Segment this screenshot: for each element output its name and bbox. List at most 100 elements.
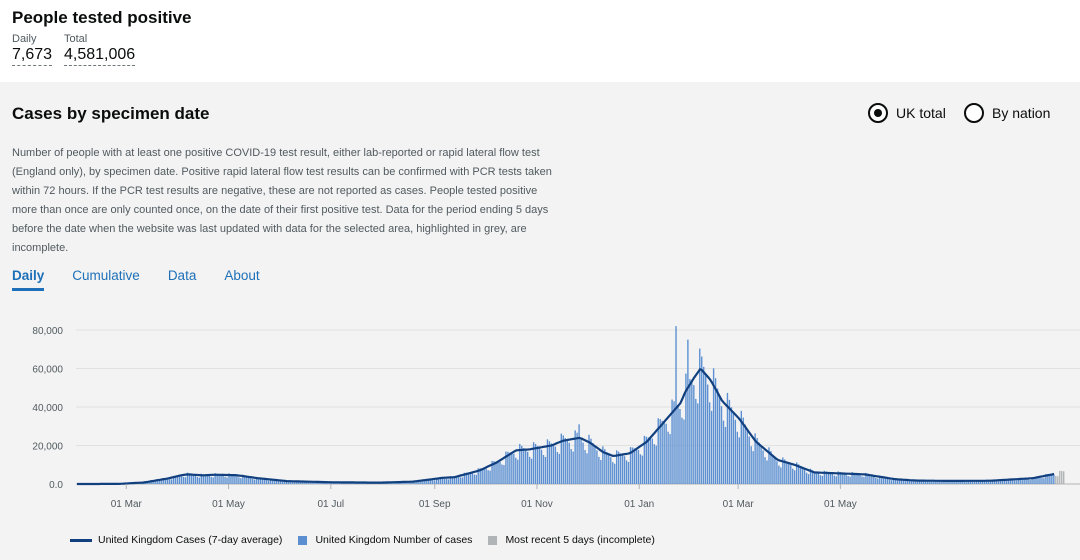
case-bar bbox=[614, 463, 616, 484]
tab-daily[interactable]: Daily bbox=[12, 268, 45, 291]
tab-data[interactable]: Data bbox=[167, 268, 197, 283]
case-bar bbox=[979, 480, 982, 484]
case-bar bbox=[182, 476, 185, 484]
case-bar bbox=[942, 481, 944, 484]
case-bar bbox=[742, 417, 744, 484]
case-bar bbox=[815, 472, 818, 484]
case-bar bbox=[653, 444, 655, 484]
case-bar bbox=[964, 480, 966, 484]
case-bar bbox=[536, 446, 539, 484]
x-tick-label: 01 Jan bbox=[624, 499, 654, 510]
case-bar bbox=[966, 480, 968, 484]
case-bar bbox=[289, 481, 292, 484]
case-bar bbox=[861, 476, 863, 484]
case-bar bbox=[794, 470, 796, 484]
case-bar bbox=[629, 447, 632, 484]
case-bar bbox=[1017, 478, 1019, 484]
case-bar bbox=[888, 479, 891, 484]
case-bar bbox=[594, 446, 596, 484]
case-bar bbox=[463, 472, 466, 484]
legend-cases-label: United Kingdom Number of cases bbox=[315, 534, 473, 546]
case-bar bbox=[246, 476, 248, 484]
case-bar bbox=[774, 457, 776, 484]
case-bar bbox=[416, 481, 418, 484]
y-tick-label: 0.0 bbox=[49, 480, 63, 491]
case-bar bbox=[635, 448, 638, 484]
case-bar bbox=[612, 462, 614, 484]
case-bar bbox=[699, 348, 701, 484]
daily-value[interactable]: 7,673 bbox=[12, 46, 53, 66]
case-bar bbox=[631, 447, 634, 484]
tab-about[interactable]: About bbox=[224, 268, 260, 283]
case-bar bbox=[974, 481, 976, 484]
case-bar bbox=[849, 476, 851, 484]
case-bar bbox=[430, 479, 432, 484]
case-bar bbox=[633, 448, 636, 484]
case-bar bbox=[1029, 479, 1031, 484]
case-bar bbox=[467, 472, 470, 484]
case-bar bbox=[161, 478, 163, 484]
case-bar bbox=[503, 465, 505, 484]
case-bar bbox=[865, 472, 867, 484]
case-bar bbox=[801, 467, 804, 484]
radio-selected-icon bbox=[868, 103, 888, 123]
case-bar bbox=[1051, 474, 1053, 484]
case-bar bbox=[263, 479, 266, 484]
legend-item-incomplete[interactable]: Most recent 5 days (incomplete) bbox=[488, 534, 655, 546]
y-tick-label: 40,000 bbox=[32, 403, 63, 414]
radio-by-nation[interactable]: By nation bbox=[964, 103, 1050, 123]
case-bar bbox=[291, 481, 293, 484]
case-bar bbox=[659, 419, 661, 484]
case-bar bbox=[914, 480, 917, 484]
radio-uk-total[interactable]: UK total bbox=[868, 103, 946, 123]
case-bar bbox=[896, 479, 899, 484]
case-bar bbox=[752, 451, 754, 484]
case-bar bbox=[673, 401, 675, 484]
total-value[interactable]: 4,581,006 bbox=[64, 46, 136, 66]
legend-item-cases[interactable]: United Kingdom Number of cases bbox=[298, 534, 472, 546]
case-bar bbox=[1047, 474, 1049, 484]
case-bar bbox=[242, 474, 244, 484]
case-bar bbox=[481, 468, 483, 484]
case-bar bbox=[693, 385, 695, 484]
legend-item-average[interactable]: United Kingdom Cases (7-day average) bbox=[70, 534, 282, 546]
tab-cumulative[interactable]: Cumulative bbox=[72, 268, 140, 283]
case-bar bbox=[720, 406, 723, 484]
case-bar bbox=[499, 461, 501, 484]
case-bar bbox=[691, 380, 693, 484]
case-bar bbox=[248, 476, 250, 484]
case-bar bbox=[473, 474, 475, 484]
case-bar bbox=[770, 451, 772, 484]
case-bar bbox=[1037, 477, 1039, 484]
case-bar bbox=[250, 477, 252, 484]
case-bar bbox=[265, 480, 268, 484]
case-bar bbox=[705, 374, 707, 484]
case-bar bbox=[596, 450, 598, 484]
case-bar bbox=[671, 399, 673, 484]
case-bar bbox=[803, 469, 806, 484]
case-bar bbox=[178, 475, 181, 484]
case-bar bbox=[875, 477, 877, 484]
case-bar bbox=[835, 476, 837, 484]
case-bar bbox=[881, 476, 883, 484]
case-bar bbox=[827, 472, 830, 484]
case-bar bbox=[479, 468, 481, 484]
case-bar bbox=[934, 480, 936, 484]
case-bar bbox=[475, 474, 477, 484]
case-bar bbox=[236, 475, 238, 484]
daily-label: Daily bbox=[12, 33, 37, 45]
case-bar bbox=[744, 424, 746, 484]
case-bar bbox=[240, 478, 242, 484]
case-bar bbox=[873, 476, 875, 484]
case-bar bbox=[922, 480, 924, 484]
case-bar bbox=[685, 373, 687, 484]
case-bar bbox=[1039, 477, 1041, 484]
case-bar bbox=[1059, 470, 1061, 484]
case-bar bbox=[681, 417, 683, 484]
case-bar bbox=[305, 481, 307, 484]
case-bar bbox=[617, 451, 620, 484]
case-bar bbox=[762, 450, 764, 484]
case-bar bbox=[564, 438, 566, 484]
case-bar bbox=[307, 482, 309, 484]
case-bar bbox=[447, 479, 450, 484]
